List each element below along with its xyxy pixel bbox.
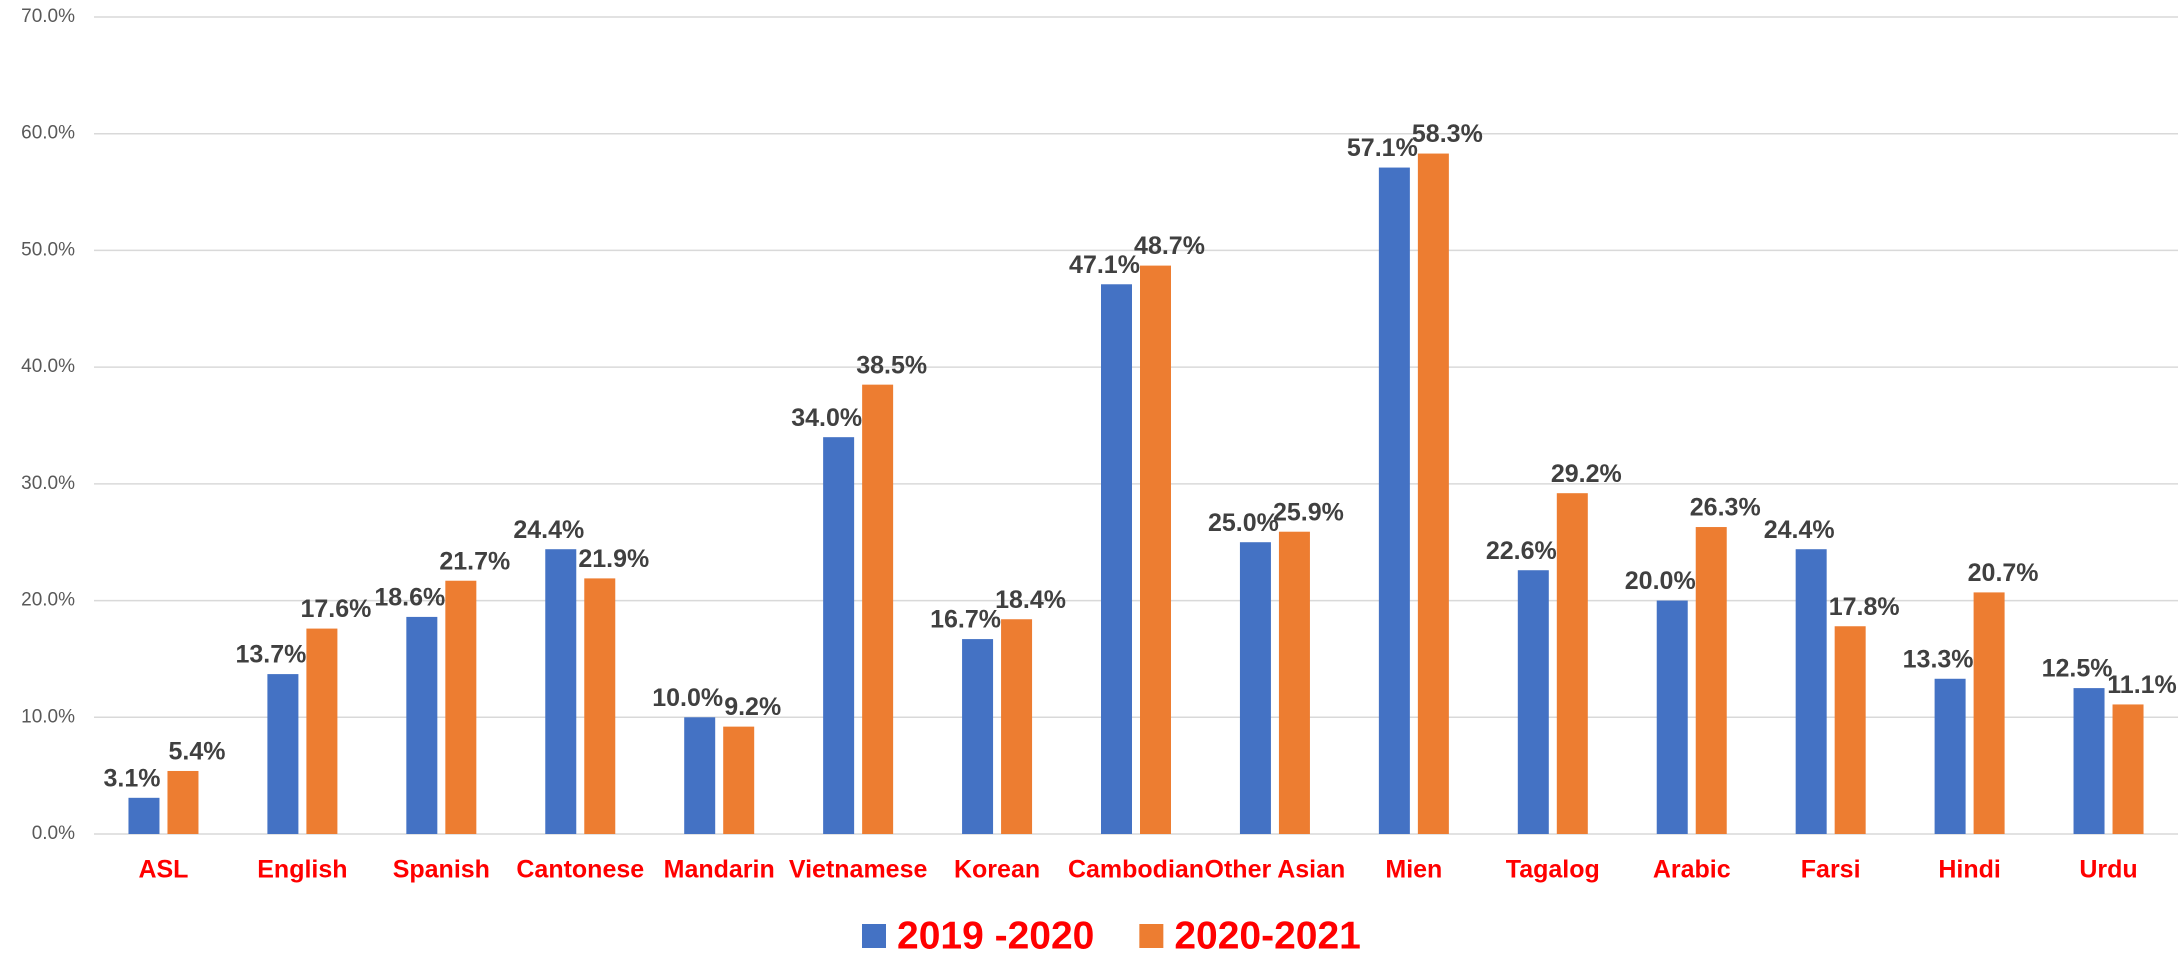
data-label: 58.3% <box>1412 120 1483 148</box>
bar <box>823 437 855 834</box>
bar <box>1140 265 1171 834</box>
x-tick-label: Farsi <box>1801 856 1861 884</box>
data-label: 3.1% <box>103 764 160 792</box>
x-tick-label: Spanish <box>393 856 490 884</box>
bar <box>723 726 755 834</box>
bar <box>1656 600 1688 834</box>
bar <box>2112 704 2144 834</box>
data-label: 22.6% <box>1486 537 1557 565</box>
bar <box>962 639 994 834</box>
x-tick-label: Cantonese <box>516 856 644 884</box>
x-tick-label: Tagalog <box>1506 856 1600 884</box>
data-label: 38.5% <box>856 351 927 379</box>
y-tick-label: 10.0% <box>21 706 75 727</box>
y-tick-label: 20.0% <box>21 590 75 611</box>
bar <box>1795 549 1827 834</box>
legend-label: 2020-2021 <box>1174 914 1361 954</box>
data-label: 25.9% <box>1273 498 1344 526</box>
data-label: 13.7% <box>235 641 306 669</box>
bar <box>584 578 616 834</box>
legend-swatch <box>862 924 886 948</box>
data-label: 21.9% <box>578 545 649 573</box>
data-label: 26.3% <box>1690 494 1761 522</box>
data-label: 24.4% <box>513 516 584 544</box>
data-label: 12.5% <box>2042 655 2113 683</box>
bar <box>1973 592 2005 834</box>
bar <box>267 674 299 834</box>
y-tick-label: 0.0% <box>32 823 75 844</box>
data-label: 47.1% <box>1069 251 1140 279</box>
data-label: 10.0% <box>652 684 723 712</box>
bar <box>445 580 477 834</box>
y-tick-label: 40.0% <box>21 356 75 377</box>
bar <box>1556 493 1588 834</box>
legend-swatch <box>1139 924 1164 948</box>
bar <box>684 717 716 834</box>
x-tick-label: Mien <box>1385 856 1442 884</box>
x-tick-label: Vietnamese <box>789 856 928 884</box>
x-tick-label: English <box>257 856 347 884</box>
bar <box>1239 542 1271 834</box>
y-tick-label: 50.0% <box>21 239 75 260</box>
data-label: 29.2% <box>1551 460 1622 488</box>
data-label: 11.1% <box>2107 671 2177 699</box>
x-tick-label: Cambodian <box>1068 856 1204 884</box>
data-label: 5.4% <box>168 738 225 766</box>
bar <box>1278 531 1310 834</box>
data-label: 16.7% <box>930 606 1001 634</box>
bar <box>545 549 577 834</box>
data-label: 21.7% <box>439 547 510 575</box>
bar <box>1101 284 1132 834</box>
data-label: 48.7% <box>1134 232 1205 260</box>
data-label: 20.0% <box>1625 567 1696 595</box>
x-tick-label: Arabic <box>1653 856 1731 884</box>
bar <box>1378 167 1410 835</box>
bar <box>2073 688 2105 834</box>
legend-label: 2019 -2020 <box>897 914 1094 954</box>
data-label: 17.6% <box>300 595 371 623</box>
data-label: 24.4% <box>1764 516 1835 544</box>
x-tick-label: ASL <box>138 856 188 884</box>
x-tick-label: Other Asian <box>1205 856 1346 884</box>
bar <box>1695 527 1727 834</box>
data-label: 57.1% <box>1347 134 1418 162</box>
bar <box>306 628 338 834</box>
bar <box>1834 626 1866 834</box>
bar <box>167 770 199 834</box>
data-label: 13.3% <box>1903 645 1974 673</box>
data-label: 18.4% <box>995 586 1066 614</box>
data-label: 34.0% <box>791 404 862 432</box>
data-label: 20.7% <box>1968 559 2039 587</box>
bar <box>1517 570 1549 834</box>
bar <box>128 797 160 834</box>
data-label: 18.6% <box>374 584 445 612</box>
y-tick-label: 60.0% <box>21 123 75 144</box>
data-label: 17.8% <box>1829 593 1900 621</box>
x-tick-label: Hindi <box>1938 856 2001 884</box>
x-tick-label: Korean <box>954 856 1040 884</box>
data-label: 9.2% <box>724 693 781 721</box>
bar <box>1417 153 1449 834</box>
bar <box>1934 678 1966 834</box>
x-tick-label: Mandarin <box>664 856 775 884</box>
bar <box>1001 619 1033 834</box>
bar <box>862 384 894 834</box>
y-tick-label: 70.0% <box>21 6 75 27</box>
x-tick-label: Urdu <box>2079 856 2137 884</box>
bar <box>406 616 438 834</box>
data-label: 25.0% <box>1208 509 1279 537</box>
y-tick-label: 30.0% <box>21 473 75 494</box>
